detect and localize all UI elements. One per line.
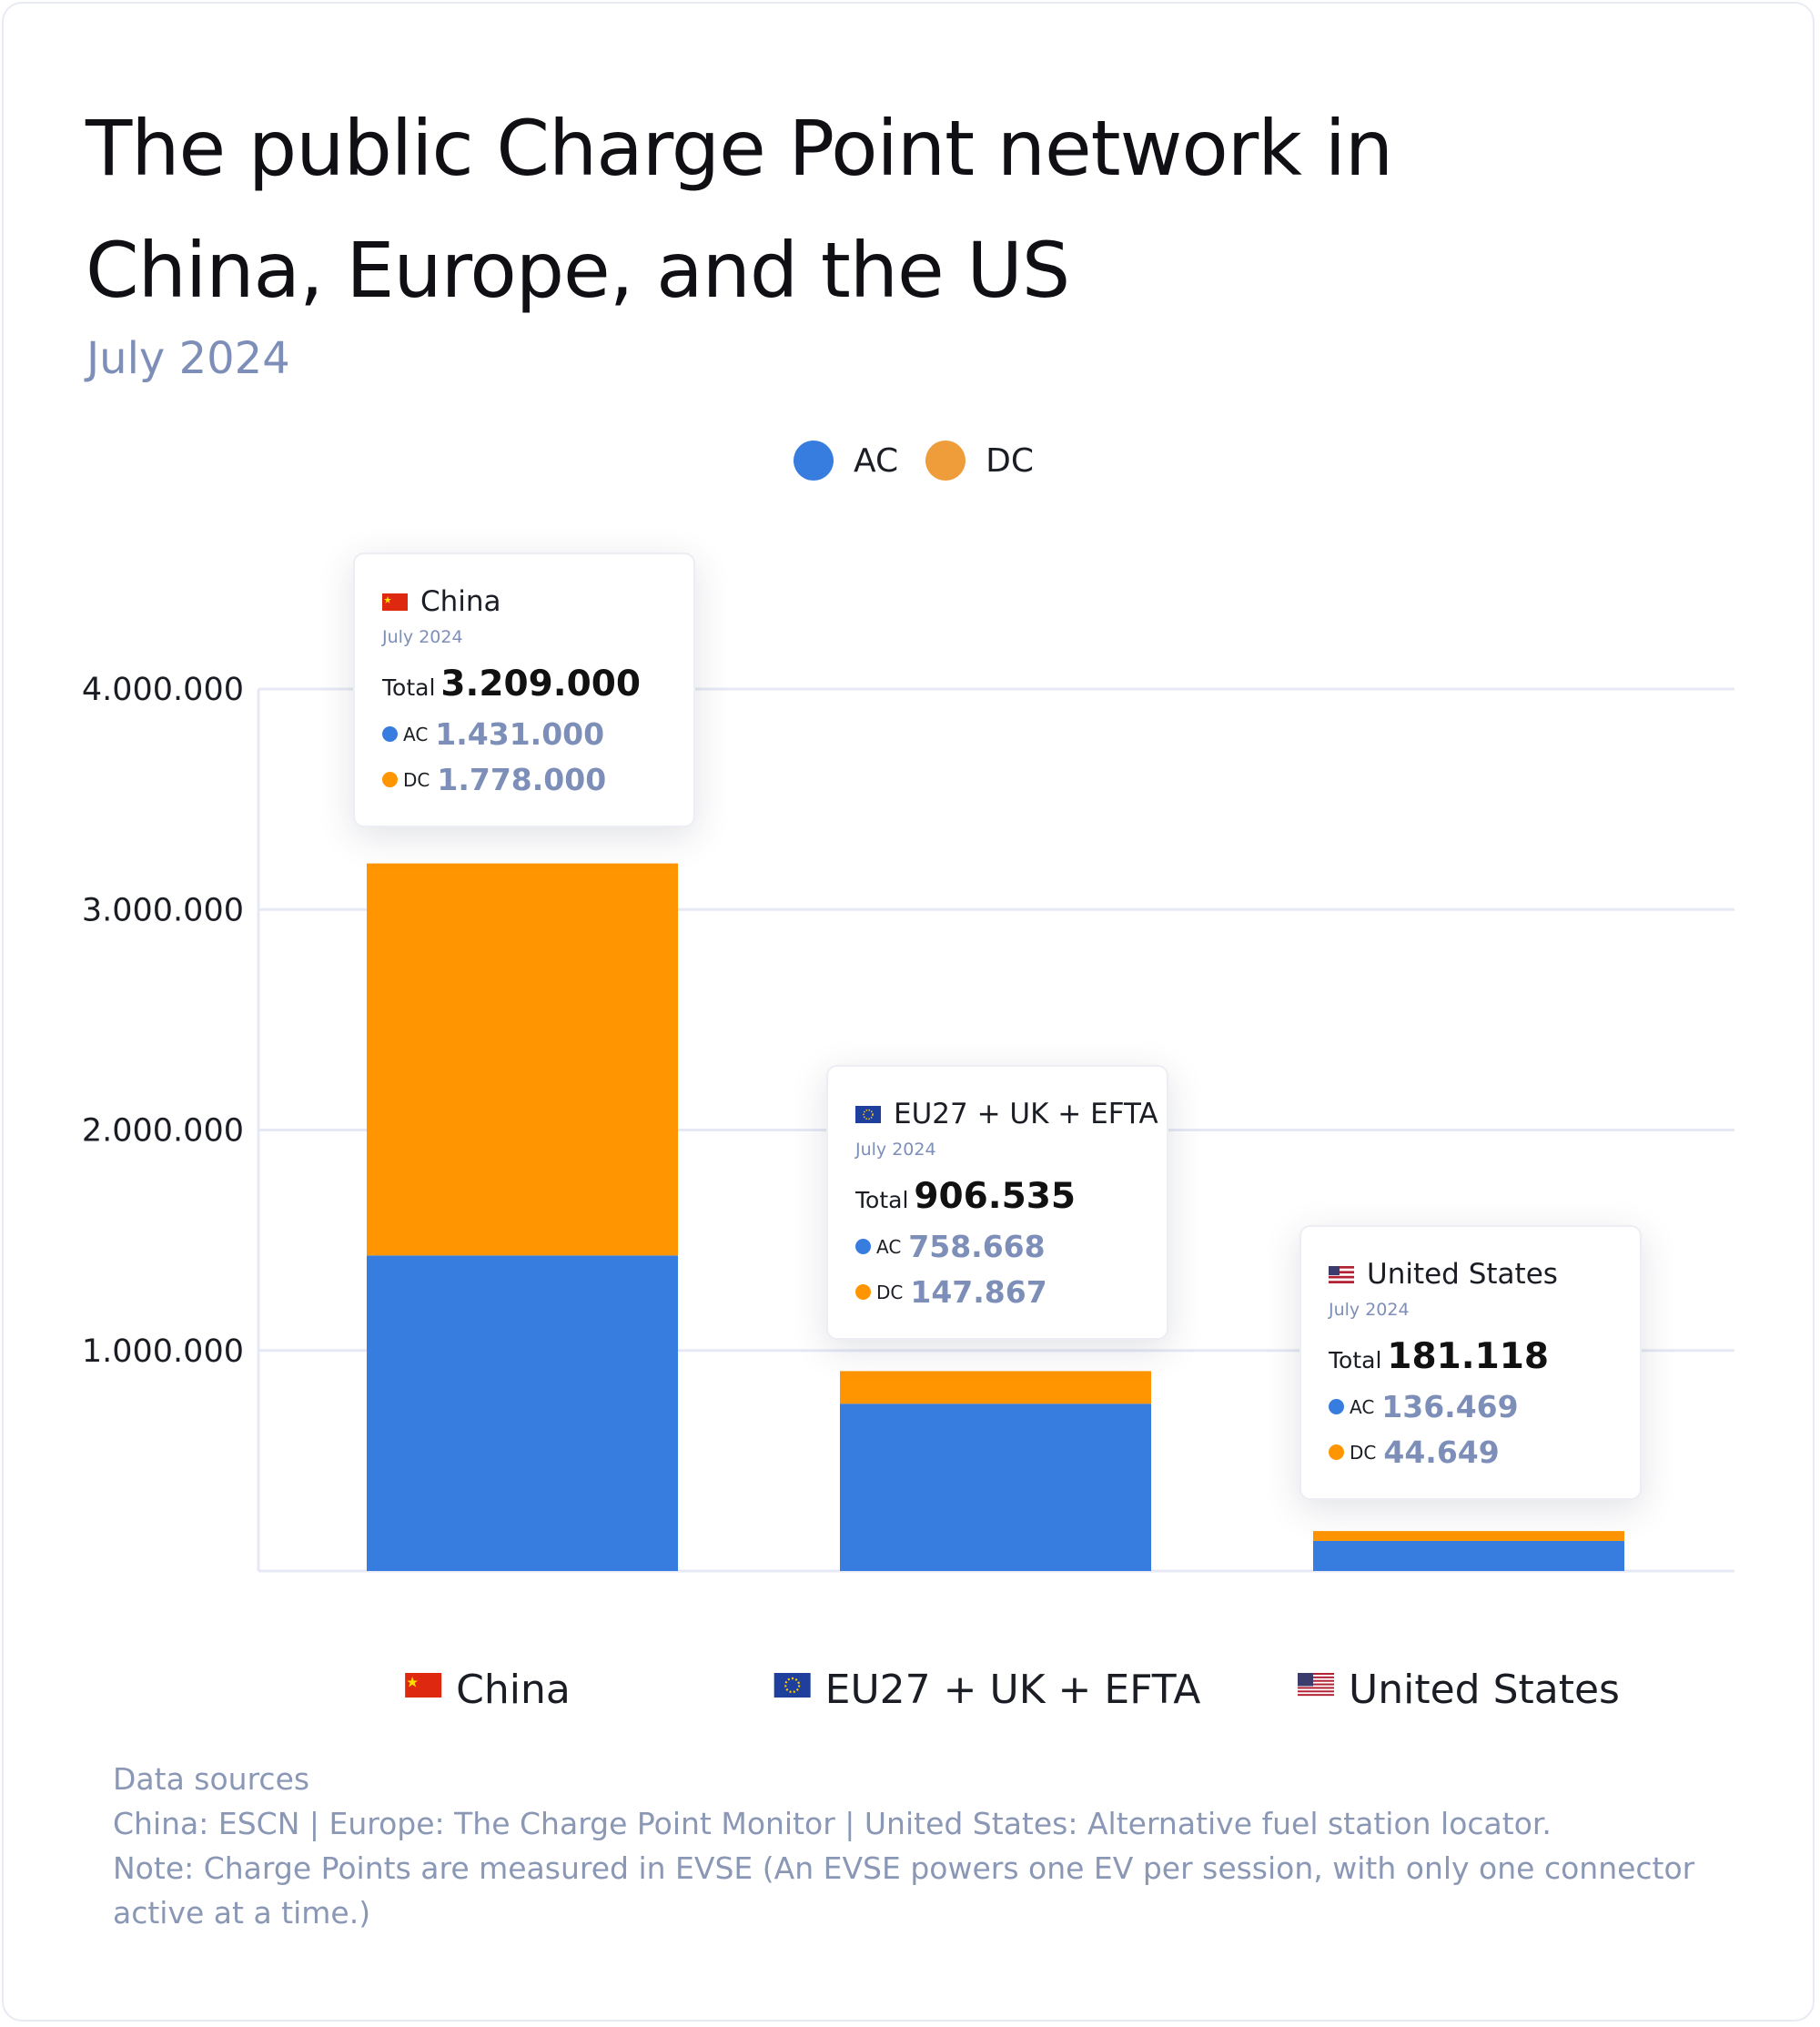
bar-europe-ac bbox=[840, 1404, 1151, 1571]
dc-dot-icon bbox=[855, 1284, 871, 1300]
y-tick-label: 1.000.000 bbox=[82, 1333, 244, 1370]
y-tick-label: 3.000.000 bbox=[82, 892, 244, 928]
tooltip-total-label: Total bbox=[1329, 1347, 1382, 1373]
dc-dot-icon bbox=[382, 772, 398, 787]
bar-us-dc bbox=[1313, 1531, 1624, 1541]
bar-chart: 1.000.000 2.000.000 3.000.000 4.000.000 Chin… bbox=[82, 672, 1734, 1713]
tooltip-china: China July 2024 Total 3.209.000 AC 1.431.0… bbox=[353, 552, 695, 827]
ac-dot-icon bbox=[855, 1239, 871, 1254]
footer-note: Note: Charge Points are measured in EVSE… bbox=[113, 1850, 1695, 1931]
tooltip-date: July 2024 bbox=[1329, 1300, 1410, 1320]
tooltip-us: United States July 2024 Total 181.118 AC 1… bbox=[1299, 1225, 1642, 1500]
flag-china-icon bbox=[405, 1673, 442, 1698]
tooltip-date: July 2024 bbox=[382, 627, 463, 647]
ac-dot-icon bbox=[382, 726, 398, 742]
chart-footer: Data sources China: ESCN | Europe: The C… bbox=[113, 1757, 1733, 1935]
tooltip-ac-value: 1.431.000 bbox=[435, 716, 605, 752]
x-category-label: EU27 + UK + EFTA bbox=[825, 1667, 1201, 1713]
legend-label-ac: AC bbox=[854, 441, 899, 480]
tooltip-ac-label: AC bbox=[403, 723, 429, 745]
tooltip-dc-label: DC bbox=[876, 1281, 904, 1303]
tooltip-total-label: Total bbox=[855, 1187, 909, 1213]
legend-item-dc[interactable]: DC bbox=[925, 441, 1034, 481]
tooltip-ac-label: AC bbox=[876, 1235, 902, 1258]
footer-heading: Data sources bbox=[113, 1761, 310, 1797]
legend-item-ac[interactable]: AC bbox=[794, 441, 898, 481]
bar-europe-dc bbox=[840, 1371, 1151, 1404]
tooltip-dc-label: DC bbox=[1350, 1441, 1377, 1464]
chart-subtitle: July 2024 bbox=[86, 333, 290, 384]
tooltip-dc-value: 1.778.000 bbox=[437, 762, 607, 797]
dc-dot-icon bbox=[1329, 1444, 1344, 1460]
tooltip-dc-value: 147.867 bbox=[910, 1274, 1047, 1310]
flag-us-icon bbox=[1329, 1265, 1354, 1283]
legend-label-dc: DC bbox=[986, 441, 1034, 480]
tooltip-europe: EU27 + UK + EFTA July 2024 Total 906.535 … bbox=[826, 1065, 1168, 1340]
chart-title: The public Charge Point network in China… bbox=[86, 104, 1393, 315]
chart-legend: AC DC bbox=[794, 441, 1061, 481]
tooltip-country: United States bbox=[1367, 1258, 1558, 1291]
x-category-label: China bbox=[456, 1667, 571, 1713]
tooltip-total-value: 3.209.000 bbox=[440, 664, 641, 704]
y-tick-label: 2.000.000 bbox=[82, 1113, 244, 1150]
bar-china-ac bbox=[367, 1255, 678, 1571]
tooltip-total-label: Total bbox=[382, 674, 436, 701]
legend-swatch-ac bbox=[794, 441, 834, 481]
flag-china-icon bbox=[382, 593, 408, 611]
tooltip-country: EU27 + UK + EFTA bbox=[894, 1098, 1158, 1130]
tooltip-date: July 2024 bbox=[855, 1140, 936, 1160]
tooltip-ac-value: 758.668 bbox=[908, 1229, 1046, 1264]
tooltip-dc-value: 44.649 bbox=[1383, 1434, 1500, 1470]
tooltip-dc-label: DC bbox=[403, 768, 430, 791]
tooltip-total-value: 906.535 bbox=[914, 1176, 1077, 1217]
footer-sources: China: ESCN | Europe: The Charge Point M… bbox=[113, 1806, 1552, 1841]
ac-dot-icon bbox=[1329, 1399, 1344, 1414]
bar-us-ac bbox=[1313, 1540, 1624, 1571]
legend-swatch-dc bbox=[925, 441, 966, 481]
flag-us-icon bbox=[1298, 1673, 1335, 1698]
bar-china-dc bbox=[367, 863, 678, 1256]
tooltip-ac-value: 136.469 bbox=[1381, 1389, 1519, 1424]
flag-eu-icon bbox=[855, 1105, 881, 1123]
x-category-label: United States bbox=[1349, 1667, 1620, 1713]
tooltip-country: China bbox=[420, 585, 501, 618]
flag-eu-icon bbox=[774, 1673, 811, 1698]
y-tick-label: 4.000.000 bbox=[82, 672, 244, 708]
tooltip-ac-label: AC bbox=[1350, 1395, 1375, 1418]
tooltip-total-value: 181.118 bbox=[1387, 1336, 1550, 1377]
